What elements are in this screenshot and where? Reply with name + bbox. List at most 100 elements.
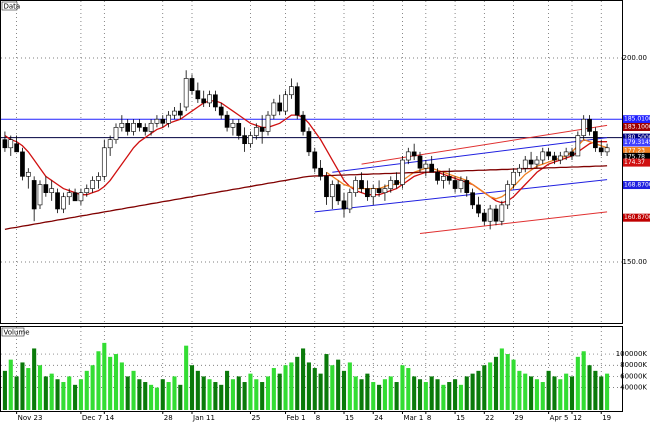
candle-body [446, 176, 452, 181]
volume-bar [429, 376, 434, 410]
volume-bar [569, 376, 575, 410]
price-title: Data [4, 3, 21, 11]
volume-bar [260, 382, 265, 410]
candle-body [312, 151, 318, 169]
x-tick-label: 12 [573, 414, 582, 422]
volume-bar [26, 368, 31, 410]
candle-body [230, 123, 236, 128]
candle-body [189, 78, 195, 91]
candle-body [43, 184, 49, 193]
volume-bar [248, 373, 253, 410]
candle-body [154, 118, 160, 124]
price-label-box [623, 115, 650, 124]
candle-body [587, 118, 592, 132]
x-tick-label: Apr 5 [550, 414, 569, 422]
y-tick-label: 40000K [620, 384, 647, 392]
volume-bar [458, 384, 463, 410]
candle-body [306, 131, 312, 153]
candle-body [563, 151, 569, 157]
candle-body [604, 147, 610, 153]
y-tick-label: 60000K [620, 372, 647, 380]
price-label: 174.37 [624, 159, 645, 166]
volume-bar [476, 370, 481, 410]
volume-bar [184, 345, 189, 410]
candle-body [218, 106, 224, 116]
volume-bar [242, 382, 247, 410]
candle-body [575, 135, 581, 157]
candle-body [277, 102, 283, 112]
candle-body [283, 94, 288, 112]
volume-bar [166, 382, 171, 410]
volume-bar [61, 382, 66, 410]
candle-body [441, 176, 446, 181]
volume-bar [552, 376, 557, 410]
volume-bar [394, 382, 399, 410]
volume-bar [423, 382, 428, 410]
volume-bar [499, 348, 504, 410]
volume-bar [178, 384, 183, 410]
volume-bar [2, 370, 7, 410]
volume-bar [324, 354, 329, 410]
candle-body [598, 147, 604, 153]
volume-bar [119, 362, 124, 410]
candle-body [470, 192, 475, 206]
x-tick-label: 8 [427, 414, 431, 422]
candle-body [172, 110, 177, 116]
trend-line [419, 211, 608, 234]
volume-bar [353, 376, 358, 410]
x-tick-label: Jan 11 [192, 414, 215, 422]
candle-body [511, 171, 516, 185]
volume-bar [511, 359, 516, 410]
volume-bar [336, 359, 341, 410]
candle-body [78, 192, 84, 202]
volume-bar [236, 376, 241, 410]
volume-bar [43, 376, 48, 410]
volume-bar [73, 384, 78, 410]
candle-body [435, 171, 440, 181]
candle-body [160, 118, 166, 124]
volume-bar [230, 379, 235, 410]
price-label: 185.0100 [624, 116, 650, 123]
price-label-box [623, 146, 650, 155]
candle-body [452, 180, 458, 189]
candle-body [359, 180, 364, 189]
volume-bar [306, 362, 311, 410]
candle-body [329, 184, 335, 198]
candle-body [540, 151, 546, 161]
candle-body [324, 176, 329, 198]
x-tick-label: Dec 7 [82, 414, 102, 422]
price-label-box [623, 152, 650, 161]
candle-body [236, 123, 242, 136]
volume-bar [406, 368, 411, 410]
volume-bar [283, 365, 288, 410]
candle-body [25, 171, 31, 177]
candle-body [487, 208, 493, 222]
volume-bar [493, 356, 499, 410]
price-label: 175.78 [624, 153, 645, 160]
candle-body [423, 163, 429, 169]
volume-bar [447, 382, 452, 410]
volume-bar [359, 379, 364, 410]
price-label-box [623, 138, 650, 147]
candle-body [376, 188, 382, 193]
volume-bar [400, 365, 405, 410]
volume-bar [219, 384, 224, 410]
candle-body [61, 196, 66, 210]
candle-body [96, 176, 101, 181]
price-label-box [623, 181, 650, 190]
price-label: 179.3145 [624, 139, 650, 146]
candle-body [131, 123, 136, 132]
volume-bar [330, 365, 335, 410]
candle-body [2, 139, 8, 149]
candle-body [505, 184, 511, 206]
price-label-box [623, 122, 650, 131]
volume-bar [289, 362, 294, 410]
volume-bar [312, 368, 317, 410]
candle-body [37, 184, 43, 206]
x-tick-label: 28 [164, 414, 173, 422]
x-tick-label: 8 [316, 414, 320, 422]
title-box [1, 327, 25, 337]
volume-bar [78, 379, 83, 410]
volume-bar [113, 354, 119, 410]
